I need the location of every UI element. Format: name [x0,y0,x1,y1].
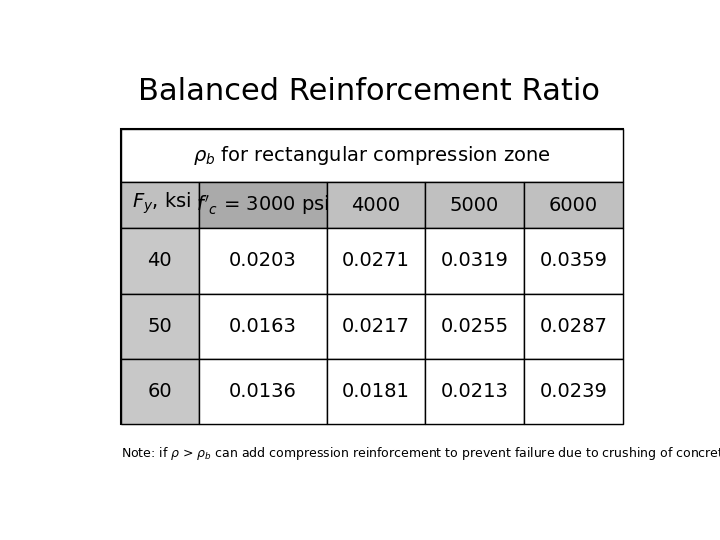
Bar [327,228,425,294]
Text: $f'_c$ = 3000 psi: $f'_c$ = 3000 psi [196,193,329,217]
Text: 60: 60 [148,382,172,401]
Text: Note: if $\rho$ > $\rho_b$ can add compression reinforcement to prevent failure : Note: if $\rho$ > $\rho_b$ can add compr… [121,445,720,462]
Bar [121,129,623,183]
Text: 0.0359: 0.0359 [539,251,608,271]
Bar [121,228,199,294]
Bar [199,294,327,359]
Bar [524,228,623,294]
Text: 0.0255: 0.0255 [441,317,508,336]
Bar [199,359,327,424]
Bar [327,183,425,228]
Bar [425,294,524,359]
Text: 5000: 5000 [450,195,499,215]
Text: Balanced Reinforcement Ratio: Balanced Reinforcement Ratio [138,77,600,106]
Text: 6000: 6000 [549,195,598,215]
Text: 0.0213: 0.0213 [441,382,508,401]
Text: 0.0217: 0.0217 [342,317,410,336]
Bar [121,129,623,424]
Bar [121,359,199,424]
Bar [121,183,199,228]
Text: 0.0163: 0.0163 [229,317,297,336]
Text: 0.0239: 0.0239 [539,382,608,401]
Text: 0.0181: 0.0181 [342,382,410,401]
Bar [425,183,524,228]
Text: 40: 40 [148,251,172,271]
Bar [121,294,199,359]
Bar [425,228,524,294]
Text: 0.0319: 0.0319 [441,251,508,271]
Bar [327,359,425,424]
Bar [524,183,623,228]
Bar [524,359,623,424]
Bar [199,183,327,228]
Text: 4000: 4000 [351,195,400,215]
Text: 0.0203: 0.0203 [229,251,297,271]
Text: 0.0136: 0.0136 [229,382,297,401]
Bar [199,228,327,294]
Bar [327,294,425,359]
Bar [425,359,524,424]
Bar [524,294,623,359]
Text: $\rho_b$ for rectangular compression zone: $\rho_b$ for rectangular compression zon… [193,144,551,167]
Text: 0.0287: 0.0287 [539,317,608,336]
Text: 0.0271: 0.0271 [342,251,410,271]
Text: $F_y$, ksi: $F_y$, ksi [132,191,192,216]
Text: 50: 50 [147,317,172,336]
